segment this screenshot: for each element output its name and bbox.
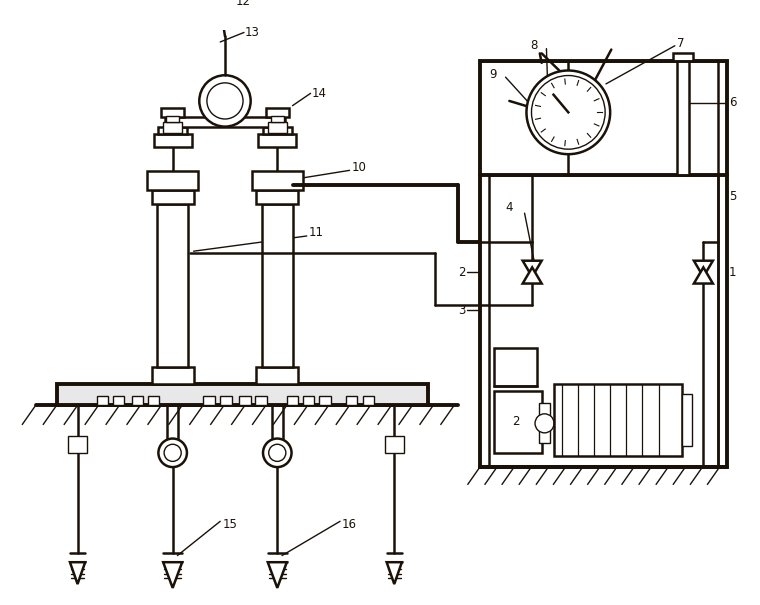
Text: 5: 5 xyxy=(729,189,736,203)
Text: 15: 15 xyxy=(223,518,238,531)
Circle shape xyxy=(535,414,554,433)
Text: 2: 2 xyxy=(512,415,520,428)
Bar xyxy=(287,396,298,405)
Bar xyxy=(255,396,267,405)
Bar xyxy=(161,108,184,117)
Polygon shape xyxy=(268,562,287,588)
Bar xyxy=(319,396,331,405)
Bar xyxy=(262,204,293,367)
Text: 8: 8 xyxy=(530,39,537,52)
Bar xyxy=(676,56,689,175)
Bar xyxy=(166,116,179,122)
Polygon shape xyxy=(387,562,402,584)
Bar xyxy=(494,391,542,453)
Circle shape xyxy=(527,71,610,154)
Bar xyxy=(147,171,198,191)
Polygon shape xyxy=(163,562,182,588)
Text: 1: 1 xyxy=(729,266,736,279)
Bar xyxy=(68,436,87,453)
Bar xyxy=(268,122,287,133)
Text: 7: 7 xyxy=(676,38,684,50)
Text: 13: 13 xyxy=(245,26,260,39)
Bar xyxy=(157,204,188,367)
Polygon shape xyxy=(694,267,713,284)
Bar xyxy=(258,134,296,146)
Text: 6: 6 xyxy=(729,96,736,110)
Bar xyxy=(554,384,682,456)
Text: 12: 12 xyxy=(236,0,251,8)
Polygon shape xyxy=(523,267,542,284)
Bar xyxy=(152,191,194,204)
Circle shape xyxy=(164,444,181,462)
Text: 14: 14 xyxy=(312,87,327,100)
Bar xyxy=(673,53,693,61)
Bar xyxy=(158,126,187,134)
Bar xyxy=(480,61,727,467)
Bar xyxy=(154,134,192,146)
Bar xyxy=(203,396,214,405)
Bar xyxy=(148,396,160,405)
Circle shape xyxy=(531,76,605,149)
Bar xyxy=(152,367,194,384)
Polygon shape xyxy=(523,261,542,277)
Bar xyxy=(346,396,357,405)
Bar xyxy=(539,404,550,443)
Bar xyxy=(266,108,289,117)
Bar xyxy=(385,436,404,453)
Bar xyxy=(256,367,298,384)
Circle shape xyxy=(199,75,251,126)
Circle shape xyxy=(158,439,187,467)
Text: 4: 4 xyxy=(505,201,513,214)
Bar xyxy=(252,171,303,191)
Text: 3: 3 xyxy=(458,304,466,316)
Bar xyxy=(131,396,143,405)
Text: 16: 16 xyxy=(342,518,357,531)
Polygon shape xyxy=(694,261,713,277)
Bar xyxy=(57,384,428,405)
Bar xyxy=(239,396,251,405)
Bar xyxy=(303,396,315,405)
Circle shape xyxy=(269,444,286,462)
Bar xyxy=(165,117,285,126)
Bar xyxy=(220,396,232,405)
Bar xyxy=(163,122,182,133)
Bar xyxy=(494,348,537,386)
Text: 2: 2 xyxy=(458,266,466,279)
Bar xyxy=(363,396,374,405)
Text: 10: 10 xyxy=(351,161,366,174)
Circle shape xyxy=(263,439,292,467)
Text: 11: 11 xyxy=(309,226,324,239)
Polygon shape xyxy=(70,562,85,584)
Circle shape xyxy=(207,83,243,119)
Text: 9: 9 xyxy=(489,68,497,81)
Bar xyxy=(682,394,692,446)
Bar xyxy=(256,191,298,204)
Bar xyxy=(112,396,124,405)
Bar xyxy=(263,126,292,134)
Bar xyxy=(97,396,108,405)
Bar xyxy=(271,116,284,122)
